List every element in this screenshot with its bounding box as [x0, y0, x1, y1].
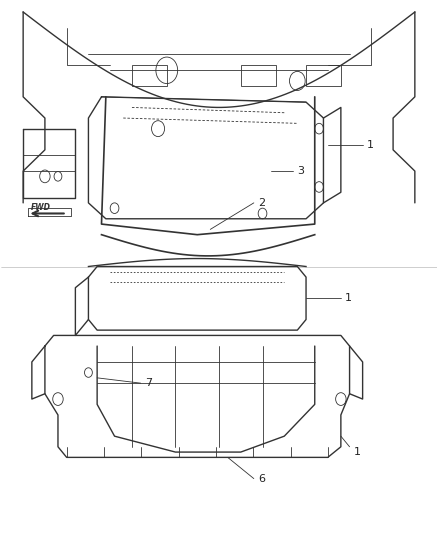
- Bar: [306, 65, 341, 86]
- Text: 1: 1: [367, 140, 374, 150]
- Text: FWD: FWD: [31, 203, 50, 212]
- Text: 1: 1: [345, 293, 352, 303]
- Bar: [241, 65, 276, 86]
- Text: 6: 6: [258, 474, 265, 483]
- Text: 2: 2: [258, 198, 265, 208]
- Text: 1: 1: [354, 447, 361, 457]
- Text: 7: 7: [145, 378, 152, 388]
- Bar: [132, 65, 167, 86]
- Text: 3: 3: [297, 166, 304, 176]
